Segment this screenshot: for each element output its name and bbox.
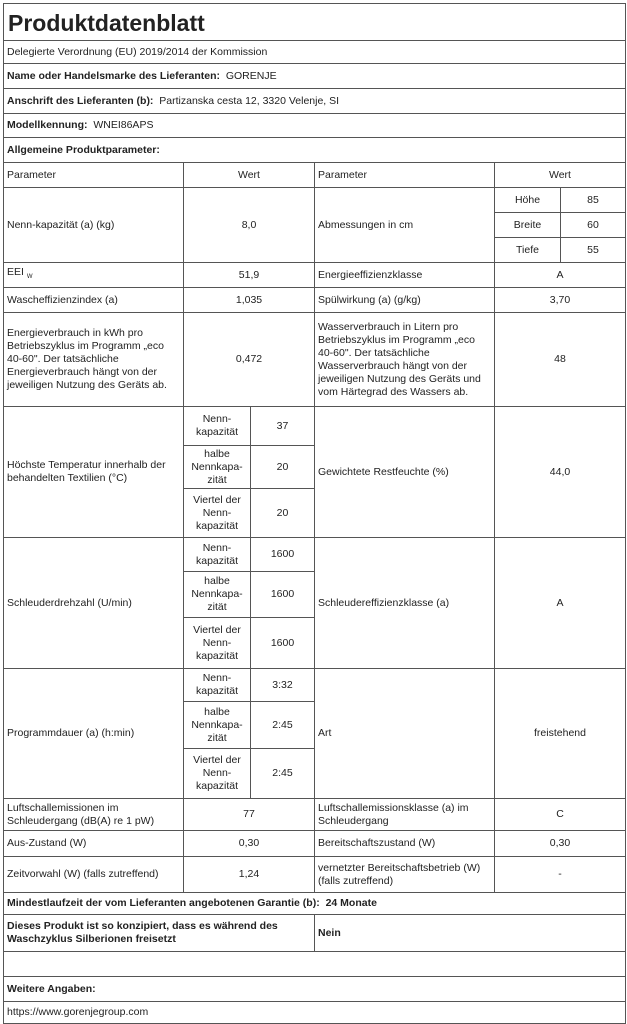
load-quarter-label: Viertel der Nenn-kapazität: [183, 488, 251, 538]
depth-label: Tiefe: [494, 237, 561, 263]
warranty-value: 24 Monate: [325, 897, 377, 909]
dimensions-label: Abmessungen in cm: [314, 187, 495, 263]
water-consumption-label: Wasserverbrauch in Litern pro Betriebszy…: [314, 312, 495, 407]
washing-index-value: 1,035: [183, 287, 315, 313]
subtitle: Delegierte Verordnung (EU) 2019/2014 der…: [3, 40, 626, 64]
model-row: Modellkennung: WNEI86APS: [3, 113, 626, 138]
water-consumption-value: 48: [494, 312, 626, 407]
supplier-label: Name oder Handelsmarke des Lieferanten:: [7, 69, 220, 82]
header-value-right: Wert: [494, 162, 626, 188]
moisture-label: Gewichtete Restfeuchte (%): [314, 406, 495, 538]
noise-label: Luftschallemissionen im Schleudergang (d…: [3, 798, 184, 831]
height-label: Höhe: [494, 187, 561, 213]
energy-class-value: A: [494, 262, 626, 288]
delay-start-label: Zeitvorwahl (W) (falls zutreffend): [3, 856, 184, 893]
max-temp-full: 37: [250, 406, 315, 446]
spin-class-label: Schleudereffizienzklasse (a): [314, 537, 495, 669]
rinsing-label: Spülwirkung (a) (g/kg): [314, 287, 495, 313]
energy-class-label: Energieeffizienzklasse: [314, 262, 495, 288]
load-quarter-label: Viertel der Nenn-kapazität: [183, 617, 251, 669]
network-standby-value: -: [494, 856, 626, 893]
eei-subscript: W: [26, 274, 33, 281]
max-temp-quarter: 20: [250, 488, 315, 538]
width-value: 60: [560, 212, 626, 238]
address-row: Anschrift des Lieferanten (b): Partizans…: [3, 88, 626, 114]
load-quarter-label: Viertel der Nenn-kapazität: [183, 748, 251, 799]
load-full-label: Nenn-kapazität: [183, 406, 251, 446]
warranty-row: Mindestlaufzeit der vom Lieferanten ange…: [3, 892, 626, 915]
address-value: Partizanska cesta 12, 3320 Velenje, SI: [159, 94, 340, 107]
max-temp-half: 20: [250, 445, 315, 489]
silver-ions-value: Nein: [314, 914, 626, 952]
delay-start-value: 1,24: [183, 856, 315, 893]
spin-speed-full: 1600: [250, 537, 315, 572]
website-link[interactable]: https://www.gorenjegroup.com: [3, 1001, 626, 1024]
silver-ions-label: Dieses Produkt ist so konzipiert, dass e…: [3, 914, 315, 952]
spin-speed-half: 1600: [250, 571, 315, 618]
max-temp-label: Höchste Temperatur innerhalb der behande…: [3, 406, 184, 538]
moisture-value: 44,0: [494, 406, 626, 538]
load-full-label: Nenn-kapazität: [183, 668, 251, 702]
spin-speed-quarter: 1600: [250, 617, 315, 669]
load-half-label: halbe Nennkapa-zität: [183, 571, 251, 618]
empty-row: [3, 951, 626, 977]
noise-class-value: C: [494, 798, 626, 831]
header-param-right: Parameter: [314, 162, 495, 188]
spin-class-value: A: [494, 537, 626, 669]
noise-value: 77: [183, 798, 315, 831]
type-label: Art: [314, 668, 495, 799]
model-value: WNEI86APS: [93, 119, 154, 131]
network-standby-label: vernetzter Bereitschaftsbetrieb (W) (fal…: [314, 856, 495, 893]
off-mode-value: 0,30: [183, 830, 315, 857]
washing-index-label: Wascheffizienzindex (a): [3, 287, 184, 313]
rated-capacity-value: 8,0: [183, 187, 315, 263]
product-datasheet-table: Produktdatenblatt Delegierte Verordnung …: [3, 3, 626, 1024]
standby-value: 0,30: [494, 830, 626, 857]
supplier-value: GORENJE: [225, 69, 277, 82]
rinsing-value: 3,70: [494, 287, 626, 313]
duration-quarter: 2:45: [250, 748, 315, 799]
duration-full: 3:32: [250, 668, 315, 702]
energy-consumption-value: 0,472: [183, 312, 315, 407]
load-half-label: halbe Nennkapa-zität: [183, 445, 251, 489]
general-heading: Allgemeine Produktparameter:: [3, 137, 626, 163]
duration-half: 2:45: [250, 701, 315, 749]
supplier-row: Name oder Handelsmarke des Lieferanten: …: [3, 63, 626, 89]
eei-label-cell: EEI W: [3, 262, 184, 288]
duration-label: Programmdauer (a) (h:min): [3, 668, 184, 799]
load-half-label: halbe Nennkapa-zität: [183, 701, 251, 749]
rated-capacity-label: Nenn-kapazität (a) (kg): [3, 187, 184, 263]
header-value-left: Wert: [183, 162, 315, 188]
header-param-left: Parameter: [3, 162, 184, 188]
eei-value: 51,9: [183, 262, 315, 288]
off-mode-label: Aus-Zustand (W): [3, 830, 184, 857]
further-info-heading: Weitere Angaben:: [3, 976, 626, 1002]
height-value: 85: [560, 187, 626, 213]
model-label: Modellkennung:: [7, 119, 88, 131]
warranty-label: Mindestlaufzeit der vom Lieferanten ange…: [7, 897, 320, 909]
page-title: Produktdatenblatt: [3, 3, 626, 41]
depth-value: 55: [560, 237, 626, 263]
load-full-label: Nenn-kapazität: [183, 537, 251, 572]
spin-speed-label: Schleuderdrehzahl (U/min): [3, 537, 184, 669]
type-value: freistehend: [494, 668, 626, 799]
noise-class-label: Luftschallemissionsklasse (a) im Schleud…: [314, 798, 495, 831]
energy-consumption-label: Energieverbrauch in kWh pro Betriebszykl…: [3, 312, 184, 407]
standby-label: Bereitschaftszustand (W): [314, 830, 495, 857]
width-label: Breite: [494, 212, 561, 238]
eei-label: EEI: [7, 265, 24, 278]
address-label: Anschrift des Lieferanten (b):: [7, 94, 154, 107]
